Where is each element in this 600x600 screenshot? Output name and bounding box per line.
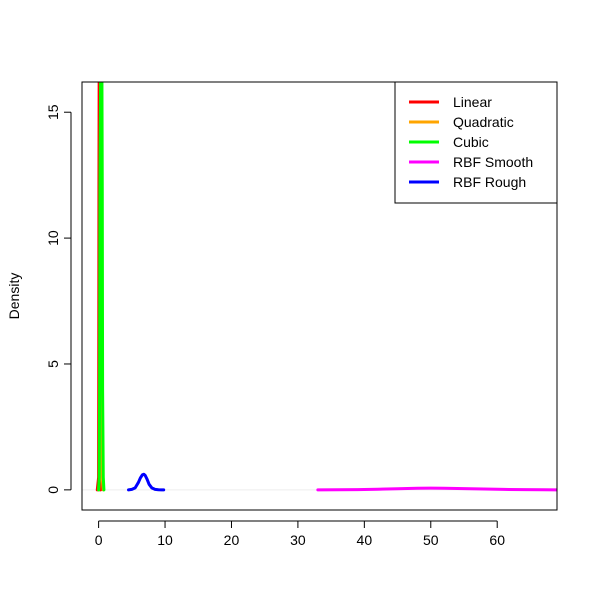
legend-label: Quadratic xyxy=(453,114,514,130)
x-tick-label: 0 xyxy=(95,532,103,548)
y-tick-label: 15 xyxy=(45,104,61,120)
series-line-cubic xyxy=(97,82,106,492)
legend-label: Cubic xyxy=(453,134,489,150)
x-tick-label: 40 xyxy=(357,532,373,548)
series-line-rbf-rough xyxy=(127,472,166,492)
x-axis: 0 10 20 30 40 50 60 xyxy=(95,520,505,548)
x-tick-label: 20 xyxy=(224,532,240,548)
x-tick-label: 50 xyxy=(423,532,439,548)
x-tick-label: 30 xyxy=(290,532,306,548)
series-line-rbf-smooth xyxy=(316,486,557,492)
y-tick-label: 5 xyxy=(45,360,61,368)
y-axis-title: Density xyxy=(6,273,22,320)
x-tick-label: 10 xyxy=(157,532,173,548)
y-tick-label: 0 xyxy=(45,486,61,494)
y-axis: 0 5 10 15 xyxy=(45,104,72,494)
x-tick-label: 60 xyxy=(489,532,505,548)
legend-label: Linear xyxy=(453,94,492,110)
plot-border xyxy=(81,81,558,511)
legend-label: RBF Smooth xyxy=(453,154,533,170)
legend-label: RBF Rough xyxy=(453,174,526,190)
y-tick-label: 10 xyxy=(45,230,61,246)
series-layer xyxy=(82,82,557,492)
legend: Linear Quadratic Cubic RBF Smooth RBF Rough xyxy=(394,81,558,204)
